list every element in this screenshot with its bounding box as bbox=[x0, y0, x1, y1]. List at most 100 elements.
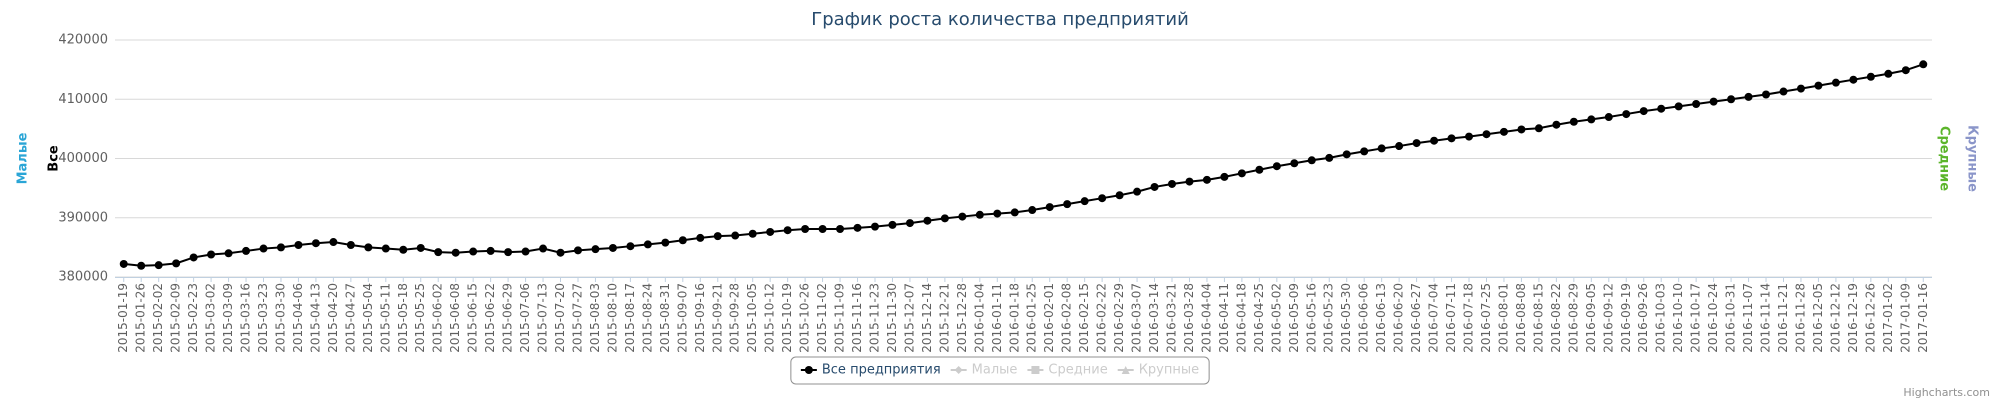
data-point bbox=[329, 238, 338, 247]
x-tick-label: 2015-01-19 bbox=[116, 283, 130, 353]
x-tick-label: 2016-11-07 bbox=[1741, 283, 1755, 353]
y-tick-label: 420000 bbox=[58, 33, 108, 48]
data-point bbox=[766, 227, 775, 236]
x-tick-label: 2016-10-10 bbox=[1671, 283, 1685, 353]
legend-symbol bbox=[1121, 366, 1130, 374]
data-point bbox=[818, 225, 827, 234]
x-tick-label: 2016-04-04 bbox=[1199, 283, 1213, 353]
data-point bbox=[1499, 127, 1508, 136]
data-point bbox=[119, 259, 128, 268]
x-tick-label: 2016-03-14 bbox=[1147, 283, 1161, 353]
data-point bbox=[1412, 139, 1421, 148]
x-tick-label: 2016-02-22 bbox=[1095, 283, 1109, 353]
x-tick-label: 2016-05-02 bbox=[1269, 283, 1283, 353]
legend-label: Все предприятия bbox=[822, 363, 941, 378]
x-tick-label: 2016-07-25 bbox=[1479, 283, 1493, 353]
data-point bbox=[1202, 175, 1211, 184]
y-axis-title: Малые bbox=[16, 132, 31, 184]
data-point bbox=[172, 259, 181, 268]
data-point bbox=[434, 248, 443, 257]
x-tick-label: 2016-07-04 bbox=[1427, 283, 1441, 353]
x-tick-label: 2016-05-09 bbox=[1287, 283, 1301, 353]
x-tick-label: 2015-07-13 bbox=[536, 283, 550, 353]
data-point bbox=[643, 240, 652, 249]
data-point bbox=[1727, 95, 1736, 104]
data-point bbox=[1692, 99, 1701, 108]
data-point bbox=[940, 214, 949, 223]
data-point bbox=[346, 241, 355, 250]
data-point bbox=[1674, 102, 1683, 111]
data-point bbox=[1569, 117, 1578, 126]
data-point bbox=[1796, 84, 1805, 93]
data-point bbox=[1901, 66, 1910, 75]
x-tick-label: 2015-09-16 bbox=[693, 283, 707, 353]
x-tick-label: 2015-05-25 bbox=[413, 283, 427, 353]
legend-symbol bbox=[954, 366, 963, 374]
x-tick-label: 2015-07-27 bbox=[570, 283, 584, 353]
x-tick-label: 2016-10-31 bbox=[1724, 283, 1738, 353]
y-tick-label: 410000 bbox=[58, 92, 108, 107]
x-tick-label: 2015-03-30 bbox=[273, 283, 287, 353]
x-tick-label: 2015-02-09 bbox=[169, 283, 183, 353]
legend-item[interactable]: Все предприятия bbox=[800, 363, 941, 378]
data-point bbox=[1360, 147, 1369, 156]
x-tick-label: 2015-12-21 bbox=[937, 283, 951, 353]
x-tick-label: 2016-09-26 bbox=[1636, 283, 1650, 353]
data-point bbox=[1290, 159, 1299, 168]
data-point bbox=[1255, 165, 1264, 174]
x-tick-label: 2015-11-23 bbox=[867, 283, 881, 353]
x-tick-label: 2015-10-12 bbox=[763, 283, 777, 353]
data-point bbox=[1133, 187, 1142, 196]
x-tick-label: 2015-04-27 bbox=[343, 283, 357, 353]
series-line bbox=[123, 63, 1924, 267]
data-point bbox=[1150, 182, 1159, 191]
data-point bbox=[539, 244, 548, 253]
y-tick-label: 400000 bbox=[58, 151, 108, 166]
data-point bbox=[608, 243, 617, 252]
x-tick-label: 2016-08-22 bbox=[1549, 283, 1563, 353]
data-point bbox=[1220, 172, 1229, 181]
x-tick-label: 2016-09-19 bbox=[1619, 283, 1633, 353]
y2-axis-title: Крупные bbox=[1965, 125, 1980, 192]
x-tick-label: 2016-01-11 bbox=[990, 283, 1004, 353]
data-point bbox=[224, 249, 233, 258]
legend-item[interactable]: Средние bbox=[1027, 363, 1108, 378]
x-tick-label: 2017-01-02 bbox=[1881, 283, 1895, 353]
x-tick-label: 2016-06-27 bbox=[1409, 283, 1423, 353]
x-tick-label: 2016-05-23 bbox=[1322, 283, 1336, 353]
x-tick-label: 2015-07-06 bbox=[518, 283, 532, 353]
x-tick-label: 2015-08-24 bbox=[640, 283, 654, 353]
x-tick-label: 2015-12-14 bbox=[920, 283, 934, 353]
data-point bbox=[416, 243, 425, 252]
x-tick-label: 2015-05-18 bbox=[396, 283, 410, 353]
x-tick-label: 2015-06-22 bbox=[483, 283, 497, 353]
data-point bbox=[1849, 75, 1858, 84]
data-point bbox=[1517, 125, 1526, 134]
x-tick-label: 2016-01-25 bbox=[1025, 283, 1039, 353]
legend-label: Крупные bbox=[1139, 363, 1199, 378]
data-point bbox=[993, 209, 1002, 218]
data-point bbox=[1657, 104, 1666, 113]
data-point bbox=[748, 229, 757, 238]
data-point bbox=[888, 220, 897, 229]
legend-label: Малые bbox=[972, 363, 1018, 378]
legend-item[interactable]: Крупные bbox=[1117, 363, 1199, 378]
x-tick-label: 2015-10-05 bbox=[745, 283, 759, 353]
legend-item[interactable]: Малые bbox=[950, 363, 1018, 378]
data-point bbox=[731, 231, 740, 240]
data-point bbox=[1779, 87, 1788, 96]
x-tick-label: 2015-07-20 bbox=[553, 283, 567, 353]
data-point bbox=[783, 226, 792, 235]
data-point bbox=[1185, 177, 1194, 186]
chart-title: График роста количества предприятий bbox=[811, 9, 1189, 30]
data-point bbox=[1622, 110, 1631, 119]
x-tick-label: 2015-08-10 bbox=[605, 283, 619, 353]
data-point bbox=[189, 253, 198, 262]
data-point bbox=[1709, 97, 1718, 106]
credits[interactable]: Highcharts.com bbox=[1903, 386, 1990, 399]
data-point bbox=[1272, 162, 1281, 171]
x-tick-label: 2015-04-20 bbox=[326, 283, 340, 353]
x-tick-label: 2016-12-12 bbox=[1828, 283, 1842, 353]
x-tick-label: 2015-11-16 bbox=[850, 283, 864, 353]
